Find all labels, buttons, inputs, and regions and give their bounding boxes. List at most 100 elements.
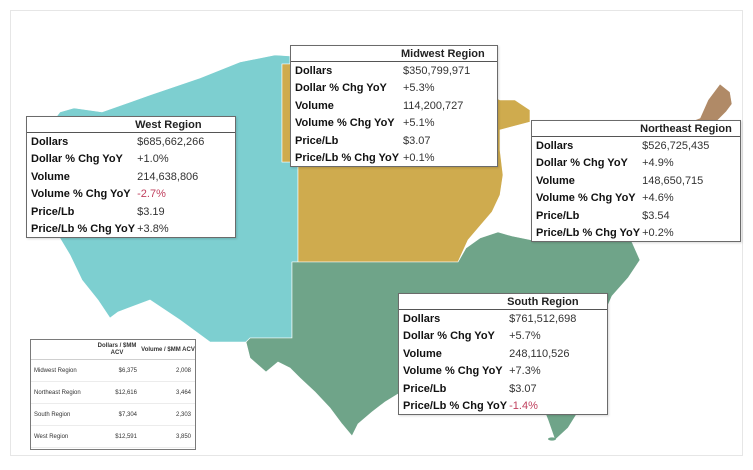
summary-row: West Region $12,591 3,850: [31, 425, 195, 448]
summary-header-dollars: Dollars / $MM ACV: [93, 340, 141, 360]
metric-label: Dollar % Chg YoY: [536, 157, 628, 170]
west-metric-row: Volume 214,638,806: [27, 168, 235, 186]
metric-label: Volume % Chg YoY: [295, 117, 395, 130]
metric-value: +3.8%: [137, 223, 169, 236]
northeast-region-table: Northeast Region Dollars $526,725,435 Doll…: [532, 121, 740, 242]
west-region-tooltip: West Region Dollars $685,662,266 Dollar % …: [26, 116, 236, 238]
summary-cell-region: Northeast Region: [31, 381, 93, 404]
metric-value: +5.1%: [403, 117, 435, 130]
west-metric-row: Dollars $685,662,266: [27, 133, 235, 151]
metric-value: 214,638,806: [137, 170, 199, 183]
summary-cell-region: West Region: [31, 425, 93, 448]
metric-value: 114,200,727: [403, 99, 464, 112]
metric-value: +0.2%: [642, 227, 674, 240]
summary-row: Northeast Region $12,616 3,464: [31, 381, 195, 404]
metric-label: Volume: [403, 347, 442, 360]
metric-label: Dollars: [403, 312, 441, 325]
midwest-metric-row: Dollar % Chg YoY +5.3%: [291, 80, 497, 98]
metric-label: Volume % Chg YoY: [536, 192, 636, 205]
south-region-title: South Region: [507, 296, 579, 308]
summary-cell-volume: 2,303: [141, 403, 195, 426]
midwest-metric-row: Volume % Chg YoY +5.1%: [291, 115, 497, 133]
summary-cell-region: South Region: [31, 403, 93, 426]
metric-label: Price/Lb: [295, 134, 339, 147]
metric-label: Price/Lb % Chg YoY: [403, 400, 508, 413]
west-region-title: West Region: [135, 119, 202, 131]
metric-value: $761,512,698: [509, 312, 577, 325]
west-metric-row: Price/Lb $3.19: [27, 203, 235, 221]
metric-label: Price/Lb: [403, 382, 447, 395]
metric-value: +5.7%: [509, 330, 541, 343]
metric-value: +4.9%: [642, 157, 674, 170]
metric-label: Price/Lb: [31, 205, 75, 218]
midwest-region-title: Midwest Region: [401, 48, 485, 60]
metric-label: Price/Lb % Chg YoY: [295, 152, 400, 165]
metric-value: +0.1%: [403, 152, 435, 165]
metric-label: Volume % Chg YoY: [31, 188, 131, 201]
summary-cell-dollars: $6,375: [93, 359, 141, 382]
metric-label: Dollars: [295, 64, 333, 77]
metric-value: $3.07: [509, 382, 537, 395]
midwest-metric-row: Volume 114,200,727: [291, 97, 497, 115]
west-region-table: West Region Dollars $685,662,266 Dollar % …: [27, 117, 235, 238]
summary-row: South Region $7,304 2,303: [31, 403, 195, 426]
northeast-metric-row: Dollar % Chg YoY +4.9%: [532, 155, 740, 173]
midwest-region-table: Midwest Region Dollars $350,799,971 Dollar…: [291, 46, 497, 167]
south-metric-row: Dollars $761,512,698: [399, 310, 607, 328]
summary-cell-dollars: $12,591: [93, 425, 141, 448]
northeast-region-title: Northeast Region: [640, 123, 732, 135]
south-metric-row: Volume 248,110,526: [399, 345, 607, 363]
metric-label: Price/Lb: [536, 209, 580, 222]
summary-cell-region: Midwest Region: [31, 359, 93, 382]
metric-label: Dollars: [31, 135, 69, 148]
midwest-metric-row: Dollars $350,799,971: [291, 62, 497, 80]
west-metric-row: Price/Lb % Chg YoY +3.8%: [27, 221, 235, 239]
metric-value: +7.3%: [509, 365, 541, 378]
metric-label: Price/Lb % Chg YoY: [536, 227, 641, 240]
summary-header-volume: Volume / $MM ACV: [141, 340, 195, 360]
west-metric-row: Dollar % Chg YoY +1.0%: [27, 151, 235, 169]
metric-value: -1.4%: [509, 400, 538, 413]
metric-label: Volume: [295, 99, 334, 112]
metric-label: Volume: [31, 170, 70, 183]
west-metric-row: Volume % Chg YoY -2.7%: [27, 186, 235, 204]
florida-keys-shape: [548, 437, 556, 441]
summary-cell-volume: 3,464: [141, 381, 195, 404]
south-region-table: South Region Dollars $761,512,698 Dollar %…: [399, 294, 607, 415]
summary-table-panel: Dollars / $MM ACV Volume / $MM ACV Midwe…: [30, 339, 196, 450]
midwest-metric-row: Price/Lb $3.07: [291, 132, 497, 150]
metric-value: -2.7%: [137, 188, 166, 201]
summary-cell-dollars: $12,616: [93, 381, 141, 404]
metric-label: Dollars: [536, 139, 574, 152]
summary-table: Dollars / $MM ACV Volume / $MM ACV Midwe…: [31, 340, 195, 448]
summary-cell-dollars: $7,304: [93, 403, 141, 426]
metric-label: Volume % Chg YoY: [403, 365, 503, 378]
metric-label: Dollar % Chg YoY: [31, 153, 123, 166]
metric-value: $526,725,435: [642, 139, 710, 152]
metric-label: Dollar % Chg YoY: [403, 330, 495, 343]
northeast-region-tooltip: Northeast Region Dollars $526,725,435 Doll…: [531, 120, 741, 242]
metric-label: Dollar % Chg YoY: [295, 82, 387, 95]
metric-value: $685,662,266: [137, 135, 205, 148]
metric-value: +5.3%: [403, 82, 435, 95]
summary-row: Midwest Region $6,375 2,008: [31, 359, 195, 382]
south-metric-row: Volume % Chg YoY +7.3%: [399, 363, 607, 381]
metric-label: Price/Lb % Chg YoY: [31, 223, 136, 236]
summary-cell-volume: 3,850: [141, 425, 195, 448]
metric-value: 148,650,715: [642, 174, 704, 187]
midwest-region-tooltip: Midwest Region Dollars $350,799,971 Dollar…: [290, 45, 498, 167]
midwest-metric-row: Price/Lb % Chg YoY +0.1%: [291, 150, 497, 168]
metric-value: +4.6%: [642, 192, 674, 205]
northeast-metric-row: Dollars $526,725,435: [532, 137, 740, 155]
metric-value: $3.07: [403, 134, 431, 147]
northeast-metric-row: Volume % Chg YoY +4.6%: [532, 190, 740, 208]
summary-cell-volume: 2,008: [141, 359, 195, 382]
south-metric-row: Price/Lb % Chg YoY -1.4%: [399, 398, 607, 416]
northeast-metric-row: Price/Lb % Chg YoY +0.2%: [532, 225, 740, 243]
metric-label: Volume: [536, 174, 575, 187]
south-region-tooltip: South Region Dollars $761,512,698 Dollar %…: [398, 293, 608, 415]
metric-value: +1.0%: [137, 153, 169, 166]
metric-value: 248,110,526: [509, 347, 570, 360]
metric-value: $350,799,971: [403, 64, 471, 77]
south-metric-row: Price/Lb $3.07: [399, 380, 607, 398]
